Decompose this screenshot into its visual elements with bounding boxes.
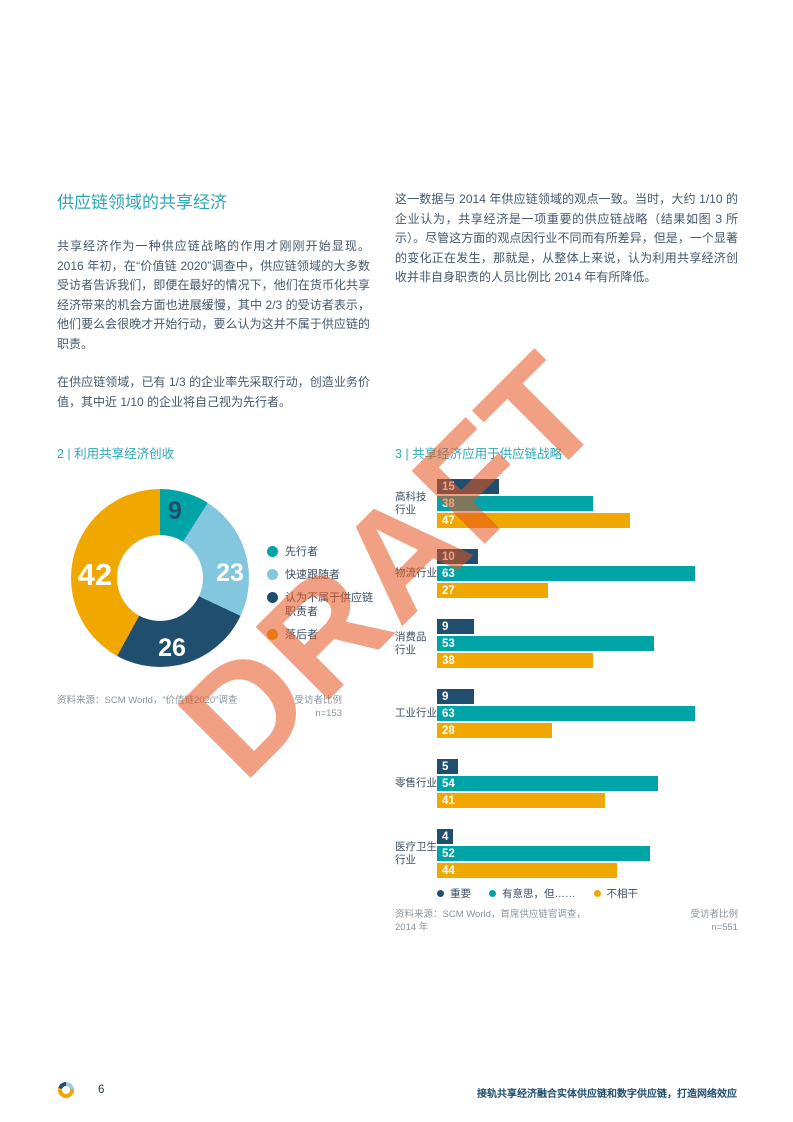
bar-segment: 9	[437, 689, 474, 704]
bar-category-label: 物流行业	[395, 567, 437, 579]
pie-legend-item: 先行者	[267, 545, 373, 559]
legend-dot-teal	[489, 890, 496, 897]
bar-legend-label: 重要	[450, 888, 471, 900]
bar-segment: 10	[437, 549, 478, 564]
bar-segment: 15	[437, 479, 499, 494]
chart2-title: 2 | 利用共享经济创收	[57, 447, 175, 461]
pie-legend-label: 快速跟随者	[285, 569, 340, 581]
pie-legend-item: 快速跟随者	[267, 568, 373, 582]
bar-segment: 4	[437, 829, 454, 844]
bar-stack: 10 63 27	[437, 549, 696, 598]
paragraph: 在供应链领域，已有 1/3 的企业率先采取行动，创造业务价值，其中近 1/10 …	[57, 375, 370, 409]
legend-dot-navy	[437, 890, 444, 897]
body-column-left: 共享经济作为一种供应链战略的作用才刚刚开始显现。2016 年初，在“价值链 20…	[57, 237, 370, 431]
legend-dot-orange	[267, 629, 278, 640]
bar-segment: 54	[437, 776, 659, 791]
chart3-source: 资料来源：SCM World，首席供应链官调查，2014 年	[395, 909, 586, 933]
donut-chart: 9 23 26 42	[71, 489, 249, 667]
pie-legend: 先行者 快速跟随者 认为不属于供应链职责者 落后者	[267, 545, 373, 642]
pie-legend-label: 认为不属于供应链职责者	[285, 592, 373, 618]
bar-group: 消费品 行业 9 53 38	[395, 619, 738, 668]
bar-category-label: 高科技 行业	[395, 490, 427, 516]
bar-stack: 9 53 38	[437, 619, 655, 668]
respondent-ratio-label: 受访者比例	[690, 909, 738, 920]
donut-value-followers: 23	[216, 559, 244, 587]
footer-report-title: 接轨共享经济融合实体供应链和数字供应链，打造网络效应	[477, 1089, 737, 1100]
bar-category-label: 工业行业	[395, 707, 437, 719]
donut-value-laggards: 42	[77, 557, 113, 592]
bar-stack: 9 63 28	[437, 689, 696, 738]
bar-segment: 63	[437, 566, 696, 581]
donut-value-not-duty: 26	[158, 634, 186, 662]
chart3-title: 3 | 共享经济应用于供应链战略	[395, 447, 563, 461]
bar-group: 物流行业 10 63 27	[395, 549, 738, 598]
bar-legend: 重要 有意思，但…… 不相干	[437, 886, 638, 901]
legend-dot-orange	[593, 890, 601, 897]
bar-groups: 高科技 行业 15 38 47 物流行业 10 63 27 消费品 行业 9 53 38 工业行业 9 63…	[395, 479, 738, 878]
pie-legend-item: 落后者	[267, 628, 373, 642]
bar-legend-label: 有意思，但……	[502, 888, 576, 900]
bar-group: 医疗卫生 行业 4 52 44	[395, 829, 738, 878]
bar-legend-item: 重要	[437, 886, 471, 901]
chart2-sample: 受访者比例 n=153	[294, 694, 342, 720]
bar-segment: 41	[437, 793, 606, 808]
sample-size: n=551	[711, 922, 738, 933]
brand-logo-icon	[58, 1082, 74, 1098]
bar-group: 零售行业 5 54 41	[395, 759, 738, 808]
donut-hole	[117, 535, 203, 621]
bar-segment: 38	[437, 496, 593, 511]
pie-legend-item: 认为不属于供应链职责者	[267, 591, 373, 619]
respondent-ratio-label: 受访者比例	[294, 695, 342, 706]
bar-legend-label: 不相干	[606, 888, 639, 900]
pie-legend-label: 先行者	[285, 546, 318, 558]
page-number: 6	[98, 1084, 105, 1096]
bar-stack: 5 54 41	[437, 759, 659, 808]
bar-category-label: 消费品 行业	[395, 630, 427, 656]
bar-legend-item: 有意思，但……	[489, 886, 576, 901]
body-column-right: 这一数据与 2014 年供应链领域的观点一致。当时，大约 1/10 的企业认为，…	[395, 190, 738, 307]
bar-stack: 4 52 44	[437, 829, 651, 878]
paragraph: 共享经济作为一种供应链战略的作用才刚刚开始显现。2016 年初，在“价值链 20…	[57, 239, 370, 351]
bar-group: 高科技 行业 15 38 47	[395, 479, 738, 528]
legend-dot-navy	[267, 592, 278, 603]
bar-segment: 53	[437, 636, 655, 651]
chart3-sample: 受访者比例 n=551	[690, 908, 738, 934]
bar-segment: 5	[437, 759, 458, 774]
bar-category-label: 医疗卫生 行业	[395, 840, 437, 866]
bar-segment: 47	[437, 513, 630, 528]
paragraph: 这一数据与 2014 年供应链领域的观点一致。当时，大约 1/10 的企业认为，…	[395, 192, 738, 284]
donut-value-pioneers: 9	[168, 497, 182, 525]
page-title: 供应链领域的共享经济	[57, 193, 227, 212]
bar-stack: 15 38 47	[437, 479, 630, 528]
chart3-notes: 资料来源：SCM World，首席供应链官调查，2014 年 受访者比例 n=5…	[395, 908, 738, 934]
bar-chart: 高科技 行业 15 38 47 物流行业 10 63 27 消费品 行业 9 53 38 工业行业 9 63…	[395, 479, 738, 899]
bar-segment: 44	[437, 863, 618, 878]
legend-dot-teal	[267, 546, 278, 557]
bar-segment: 63	[437, 706, 696, 721]
bar-legend-item: 不相干	[593, 886, 639, 901]
bar-group: 工业行业 9 63 28	[395, 689, 738, 738]
bar-segment: 28	[437, 723, 552, 738]
pie-legend-label: 落后者	[285, 629, 318, 641]
chart2-notes: 资料来源：SCM World，“价值链2020”调查 受访者比例 n=153	[57, 694, 342, 720]
sample-size: n=153	[315, 708, 342, 719]
bar-segment: 52	[437, 846, 651, 861]
bar-segment: 9	[437, 619, 474, 634]
brand-logo-hole	[62, 1086, 70, 1094]
bar-category-label: 零售行业	[395, 777, 437, 789]
legend-dot-lightblue	[267, 569, 278, 580]
bar-segment: 38	[437, 653, 593, 668]
chart2-source: 资料来源：SCM World，“价值链2020”调查	[57, 695, 238, 706]
bar-segment: 27	[437, 583, 548, 598]
